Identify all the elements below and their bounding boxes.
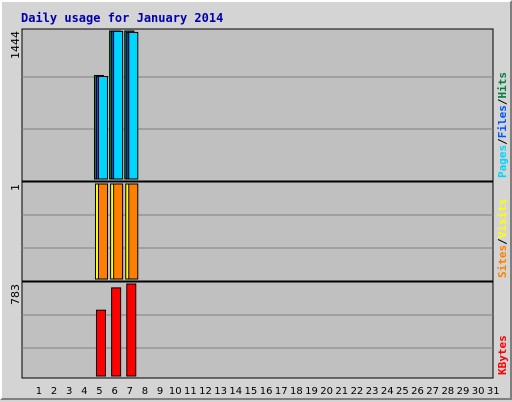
ymax-label-kbytes: 783 <box>9 284 22 305</box>
plot-area-visits <box>21 181 494 282</box>
bar-visits-sites-day-5 <box>97 183 108 280</box>
x-tick-label-day-16: 16 <box>260 386 273 397</box>
x-tick-label-day-29: 29 <box>457 386 470 397</box>
legend-part-hits-3: / <box>496 98 509 105</box>
x-tick-label-day-1: 1 <box>36 386 42 397</box>
x-tick-label-day-31: 31 <box>487 386 500 397</box>
legend-part-kbytes-0: KBytes <box>496 335 509 375</box>
bar-kbytes-kbytes-day-6 <box>111 287 122 377</box>
legend-kbytes: KBytes <box>496 335 509 375</box>
x-tick-label-day-7: 7 <box>127 386 133 397</box>
x-tick-label-day-2: 2 <box>51 386 57 397</box>
bar-hits-pages-day-6 <box>113 30 124 180</box>
bar-visits-sites-day-6 <box>113 183 124 280</box>
x-tick-label-day-23: 23 <box>366 386 379 397</box>
x-tick-label-day-26: 26 <box>411 386 424 397</box>
bar-visits-sites-day-7 <box>128 183 139 280</box>
x-tick-label-day-19: 19 <box>305 386 318 397</box>
legend-visits: Sites/Visits <box>496 199 509 279</box>
plot-area-hits <box>21 28 494 182</box>
legend-part-hits-1: / <box>496 138 509 145</box>
x-tick-label-day-10: 10 <box>169 386 182 397</box>
x-tick-label-day-12: 12 <box>199 386 212 397</box>
bar-hits-pages-day-5 <box>97 76 108 180</box>
ymax-label-visits: 1 <box>9 184 22 191</box>
x-tick-label-day-28: 28 <box>441 386 454 397</box>
bar-kbytes-kbytes-day-5 <box>95 309 106 377</box>
x-tick-label-day-27: 27 <box>426 386 439 397</box>
chart-title: Daily usage for January 2014 <box>21 11 223 25</box>
x-tick-label-day-24: 24 <box>381 386 394 397</box>
legend-part-visits-2: Visits <box>496 199 509 239</box>
x-tick-label-day-25: 25 <box>396 386 409 397</box>
ymax-label-hits: 1444 <box>9 31 22 59</box>
x-tick-label-day-11: 11 <box>184 386 197 397</box>
x-tick-label-day-3: 3 <box>66 386 72 397</box>
x-tick-label-day-4: 4 <box>81 386 87 397</box>
legend-part-hits-0: Pages <box>496 145 509 178</box>
x-tick-label-day-22: 22 <box>351 386 364 397</box>
x-tick-label-day-15: 15 <box>245 386 258 397</box>
legend-part-hits-4: Hits <box>496 72 509 99</box>
x-tick-label-day-18: 18 <box>290 386 303 397</box>
x-tick-label-day-13: 13 <box>214 386 227 397</box>
legend-part-visits-0: Sites <box>496 245 509 278</box>
x-tick-label-day-8: 8 <box>142 386 148 397</box>
legend-hits: Pages/Files/Hits <box>496 72 509 178</box>
x-tick-label-day-6: 6 <box>111 386 117 397</box>
x-tick-label-day-30: 30 <box>472 386 485 397</box>
x-tick-label-day-9: 9 <box>157 386 163 397</box>
x-tick-label-day-5: 5 <box>96 386 102 397</box>
x-tick-label-day-14: 14 <box>229 386 242 397</box>
x-tick-label-day-21: 21 <box>335 386 348 397</box>
x-tick-label-day-20: 20 <box>320 386 333 397</box>
x-tick-label-day-17: 17 <box>275 386 288 397</box>
bar-kbytes-kbytes-day-7 <box>126 283 137 377</box>
plot-area-kbytes <box>21 281 494 379</box>
legend-part-visits-1: / <box>496 238 509 245</box>
legend-part-hits-2: Files <box>496 105 509 138</box>
bar-hits-pages-day-7 <box>128 31 139 180</box>
